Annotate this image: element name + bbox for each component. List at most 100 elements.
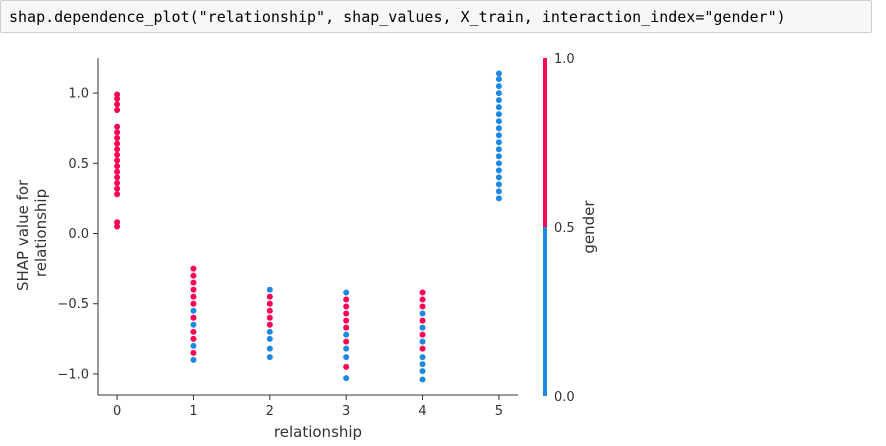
data-point — [343, 310, 350, 317]
y-axis-label: SHAP value for relationship — [14, 175, 50, 291]
data-point — [114, 219, 121, 226]
data-point — [419, 376, 426, 383]
data-point — [419, 324, 426, 331]
data-point — [495, 167, 502, 174]
colorbar-low-segment — [543, 227, 547, 396]
data-point — [419, 317, 426, 324]
data-point — [343, 375, 350, 382]
data-point — [114, 185, 121, 192]
data-point — [190, 300, 197, 307]
data-point — [495, 70, 502, 77]
y-tick-label: 0.5 — [68, 157, 89, 172]
data-point — [419, 361, 426, 368]
data-point — [419, 303, 426, 310]
data-point — [114, 163, 121, 170]
data-point — [495, 83, 502, 90]
data-point — [114, 91, 121, 98]
data-point — [343, 363, 350, 370]
data-point — [266, 286, 273, 293]
data-point — [114, 140, 121, 147]
data-point — [266, 345, 273, 352]
colorbar-label: gender — [580, 200, 598, 254]
data-point — [190, 307, 197, 314]
y-ticks: −1.0 −0.5 0.0 0.5 1.0 — [57, 87, 98, 382]
data-point — [419, 310, 426, 317]
colorbar-tick-label: 0.0 — [554, 390, 575, 405]
x-ticks: 0 1 2 3 4 5 — [113, 395, 503, 419]
data-point — [495, 125, 502, 132]
data-point — [495, 174, 502, 181]
data-point — [114, 151, 121, 158]
data-point — [495, 90, 502, 97]
data-point — [266, 314, 273, 321]
data-point — [419, 354, 426, 361]
data-point — [343, 331, 350, 338]
data-point — [114, 223, 121, 230]
x-tick-label: 3 — [342, 404, 350, 419]
data-point — [114, 101, 121, 108]
data-point — [343, 324, 350, 331]
data-point — [190, 328, 197, 335]
data-point — [419, 368, 426, 375]
data-point — [114, 191, 121, 198]
data-point — [495, 76, 502, 83]
data-point — [114, 135, 121, 142]
x-axis-label: relationship — [274, 423, 362, 441]
x-tick-label: 0 — [113, 404, 121, 419]
y-tick-label: −1.0 — [57, 367, 89, 382]
data-point — [114, 95, 121, 102]
data-point — [343, 296, 350, 303]
x-tick-label: 4 — [418, 404, 426, 419]
data-point — [190, 349, 197, 356]
data-point — [419, 289, 426, 296]
data-point — [190, 286, 197, 293]
data-point — [495, 160, 502, 167]
data-point — [190, 279, 197, 286]
colorbar-high-segment — [543, 58, 547, 227]
data-point — [190, 265, 197, 272]
colorbar-tick-label: 1.0 — [554, 52, 575, 67]
data-point — [495, 139, 502, 146]
data-point — [190, 342, 197, 349]
y-axis-label-line-1: SHAP value for — [14, 179, 32, 291]
data-point — [419, 338, 426, 345]
data-point — [495, 132, 502, 139]
data-point — [266, 300, 273, 307]
data-point — [190, 293, 197, 300]
data-point — [114, 179, 121, 186]
colorbar-tick-label: 0.5 — [554, 221, 575, 236]
data-point — [114, 168, 121, 175]
data-point — [190, 314, 197, 321]
data-point — [114, 174, 121, 181]
data-point — [343, 345, 350, 352]
data-point — [114, 123, 121, 130]
data-point — [114, 146, 121, 153]
x-tick-label: 1 — [189, 404, 197, 419]
y-tick-label: 0.0 — [68, 227, 89, 242]
plot-area — [114, 70, 502, 383]
data-point — [266, 293, 273, 300]
data-point — [343, 338, 350, 345]
data-point — [419, 331, 426, 338]
data-point — [343, 303, 350, 310]
code-cell[interactable]: shap.dependence_plot("relationship", sha… — [0, 0, 872, 33]
data-point — [495, 146, 502, 153]
data-point — [343, 354, 350, 361]
data-point — [114, 106, 121, 113]
data-point — [495, 111, 502, 118]
y-axis-label-line-2: relationship — [32, 189, 50, 277]
data-point — [266, 328, 273, 335]
data-point — [190, 272, 197, 279]
data-point — [419, 345, 426, 352]
data-point — [266, 335, 273, 342]
code-cell-source[interactable]: shap.dependence_plot("relationship", sha… — [9, 8, 786, 26]
data-point — [419, 296, 426, 303]
axes — [97, 58, 518, 396]
data-point — [495, 153, 502, 160]
data-point — [495, 195, 502, 202]
data-point — [190, 356, 197, 363]
colorbar: 0.0 0.5 1.0 — [543, 52, 575, 405]
data-point — [266, 307, 273, 314]
data-point — [190, 321, 197, 328]
x-tick-label: 5 — [495, 404, 503, 419]
